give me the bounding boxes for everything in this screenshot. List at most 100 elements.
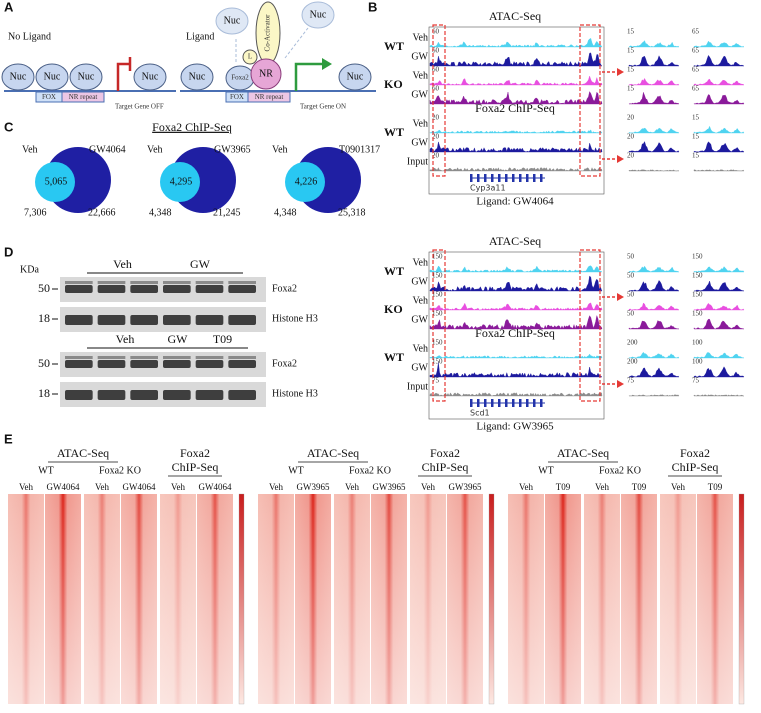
heatmap-fade bbox=[660, 494, 696, 704]
band bbox=[97, 390, 126, 400]
signal-track bbox=[693, 366, 745, 378]
heatmap-fade bbox=[8, 494, 44, 704]
track-title: Foxa2 ChIP-Seq bbox=[475, 101, 555, 115]
scale-label: 75 bbox=[432, 377, 440, 385]
heatmap-title: ATAC-Seq bbox=[57, 446, 109, 460]
signal-track bbox=[628, 280, 680, 292]
column-label: GW3965 bbox=[373, 482, 406, 492]
signal-track bbox=[628, 127, 680, 134]
heatmap-fade bbox=[295, 494, 331, 704]
exon bbox=[519, 174, 522, 182]
exon bbox=[526, 399, 529, 407]
scale-label: 15 bbox=[692, 114, 700, 122]
panel-label: A bbox=[4, 0, 14, 14]
signal-track bbox=[628, 320, 680, 330]
band bbox=[130, 390, 158, 400]
scale-label: 200 bbox=[627, 339, 638, 347]
nr-label: NR bbox=[259, 68, 273, 79]
signal-track bbox=[429, 75, 603, 86]
column-label: GW4064 bbox=[123, 482, 156, 492]
fox-label: FOX bbox=[42, 93, 56, 101]
column-label: GW3965 bbox=[297, 482, 330, 492]
heatmap-fade bbox=[371, 494, 407, 704]
column-label: Veh bbox=[345, 482, 359, 492]
venn-set-label: Veh bbox=[272, 144, 288, 155]
band bbox=[195, 356, 224, 359]
heatmap-title: ChIP-Seq bbox=[172, 460, 219, 474]
ligand bbox=[242, 49, 258, 65]
gene-label: Scd1 bbox=[470, 409, 490, 418]
exon bbox=[498, 399, 501, 407]
nucleosome-label: Nuc bbox=[10, 71, 27, 82]
scale-label: 15 bbox=[627, 28, 635, 36]
arrow-head bbox=[322, 58, 332, 70]
exon bbox=[470, 174, 473, 182]
signal-track bbox=[628, 141, 680, 153]
signal-track bbox=[693, 141, 745, 153]
nucleosome-label: Nuc bbox=[347, 71, 364, 82]
exon bbox=[477, 174, 480, 182]
genotype-label: WT bbox=[384, 125, 404, 139]
track-title: ATAC-Seq bbox=[489, 9, 541, 23]
group-label: WT bbox=[38, 465, 54, 476]
exon bbox=[477, 399, 480, 407]
band bbox=[195, 390, 224, 400]
scale-label: 20 bbox=[627, 133, 635, 141]
scale-label: 15 bbox=[692, 152, 700, 160]
signal-track bbox=[693, 352, 745, 359]
scale-label: 150 bbox=[692, 310, 703, 318]
repressor bbox=[116, 57, 132, 91]
venn-count: 4,348 bbox=[274, 207, 297, 218]
protein-label: Foxa2 bbox=[272, 358, 297, 369]
column-label: Veh bbox=[95, 482, 109, 492]
track-title: ATAC-Seq bbox=[489, 234, 541, 248]
exon bbox=[519, 399, 522, 407]
band bbox=[65, 315, 93, 325]
signal-track bbox=[628, 91, 680, 105]
signal-track bbox=[429, 167, 603, 172]
heatmap-fade bbox=[84, 494, 120, 704]
row-label: Veh bbox=[412, 70, 428, 81]
row-label: Veh bbox=[412, 118, 428, 129]
venn-set-label: GW3965 bbox=[214, 144, 251, 155]
nr bbox=[250, 58, 282, 90]
exon bbox=[484, 174, 487, 182]
panel-label: E bbox=[4, 431, 13, 446]
row-label: GW bbox=[411, 276, 428, 287]
nucleosome bbox=[338, 63, 372, 91]
heatmap-fade bbox=[545, 494, 581, 704]
signal-track bbox=[628, 169, 680, 172]
exon bbox=[505, 399, 508, 407]
group-label: Foxa2 KO bbox=[599, 465, 641, 476]
activator-arrow bbox=[294, 62, 322, 91]
band bbox=[195, 315, 224, 325]
column-label: GW3965 bbox=[449, 482, 482, 492]
band bbox=[130, 281, 158, 284]
exon bbox=[512, 399, 515, 407]
nr-box bbox=[247, 91, 291, 103]
nucleosome-label: Nuc bbox=[224, 15, 241, 26]
scale-label: 75 bbox=[627, 377, 635, 385]
signal-track bbox=[693, 280, 745, 292]
signal-track bbox=[693, 40, 745, 48]
band bbox=[130, 356, 158, 359]
highlight-box bbox=[432, 249, 446, 402]
band bbox=[163, 360, 191, 368]
row-label: Veh bbox=[412, 32, 428, 43]
row-label: Veh bbox=[412, 295, 428, 306]
scale-label: 65 bbox=[692, 85, 700, 93]
row-label: GW bbox=[411, 362, 428, 373]
panel-label: D bbox=[4, 244, 13, 259]
signal-track bbox=[693, 125, 745, 134]
exon bbox=[491, 399, 494, 407]
nucleosome-label: Nuc bbox=[310, 9, 327, 20]
signal-track bbox=[429, 314, 603, 330]
exon bbox=[540, 174, 543, 182]
scale-label: 150 bbox=[432, 310, 443, 318]
scale-label: 150 bbox=[692, 272, 703, 280]
exon bbox=[533, 399, 536, 407]
ligand-label: L bbox=[248, 53, 252, 61]
band bbox=[228, 315, 256, 325]
venn-set-label: Veh bbox=[22, 144, 38, 155]
panel-label: C bbox=[4, 119, 14, 134]
